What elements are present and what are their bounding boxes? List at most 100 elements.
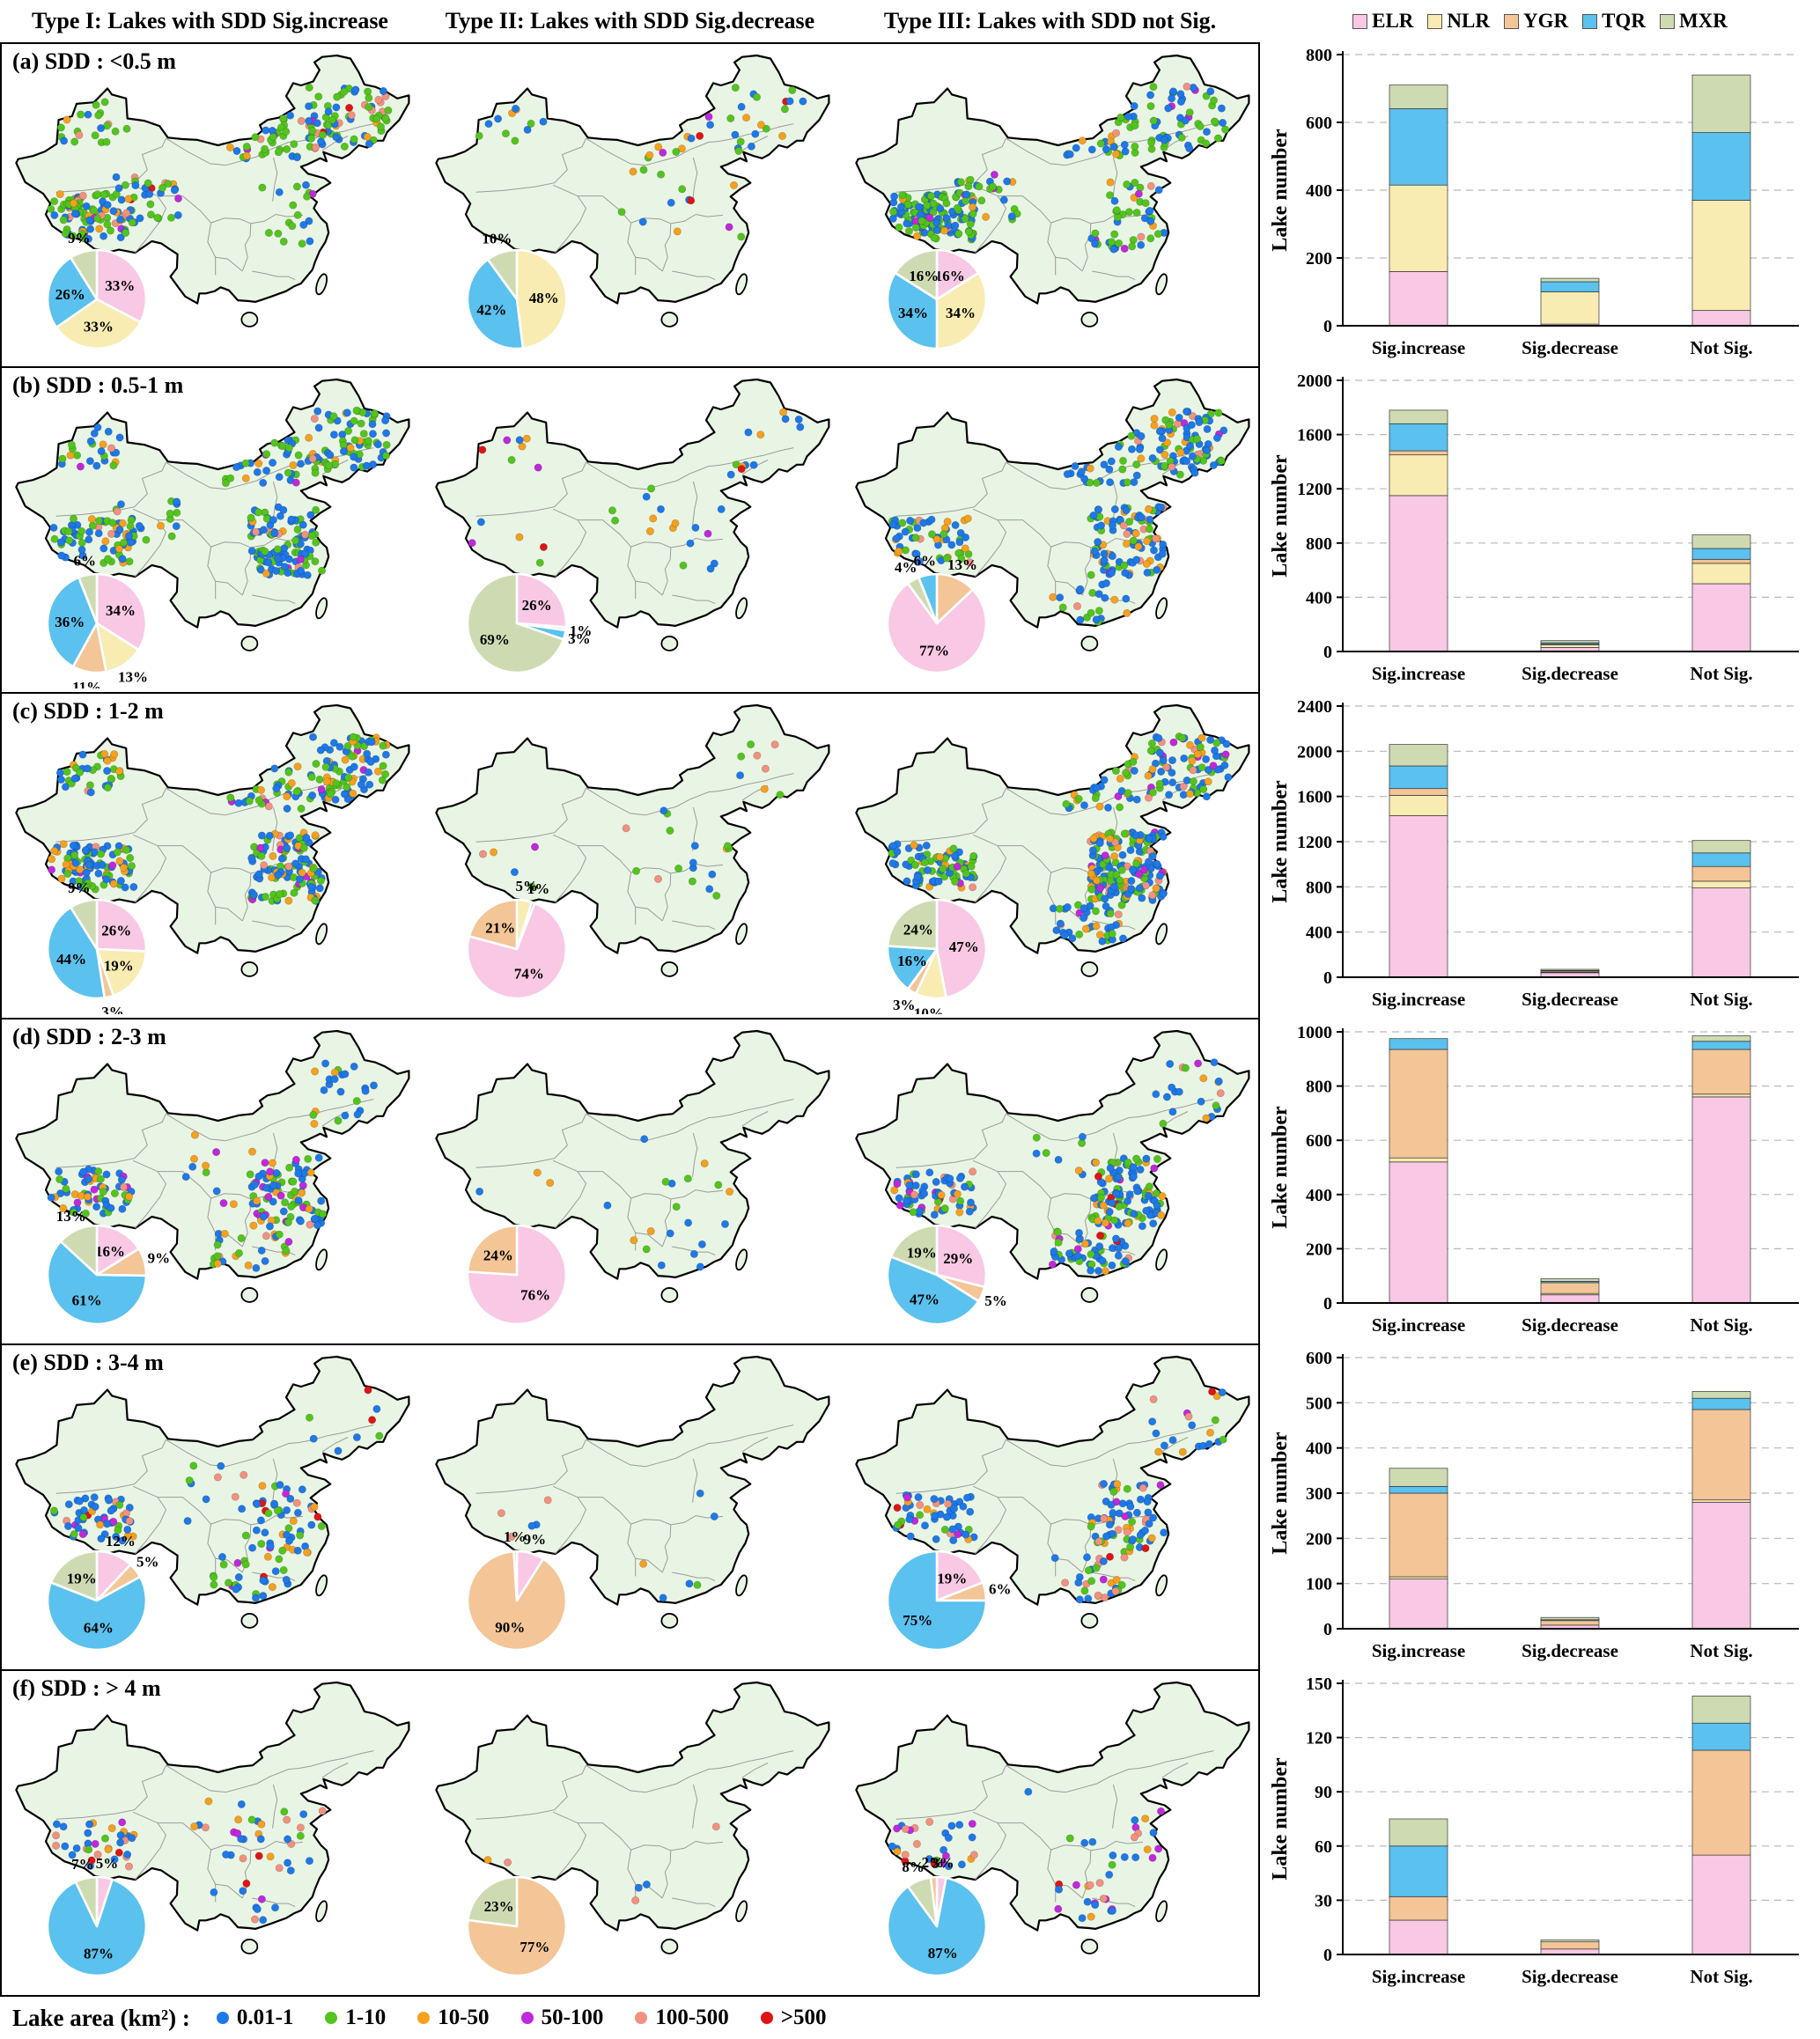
lake-dot	[963, 514, 972, 523]
size-label: 50-100	[541, 2006, 604, 2029]
lake-dot	[282, 1247, 291, 1255]
lake-dot	[350, 135, 358, 144]
lake-dot	[533, 1168, 542, 1177]
col-title-type1: Type I: Lakes with SDD Sig.increase	[32, 8, 388, 33]
lake-dot	[77, 539, 86, 548]
lake-dot	[345, 104, 354, 113]
lake-dot	[84, 110, 92, 119]
province-border	[1090, 1514, 1144, 1526]
lake-dot	[956, 1196, 965, 1205]
china-outline	[15, 378, 410, 629]
pie-label: 13%	[56, 1208, 86, 1225]
lake-dot	[352, 406, 361, 415]
lake-dot	[56, 123, 65, 132]
hainan-island	[1080, 636, 1099, 651]
lake-dot	[710, 1513, 718, 1521]
lake-dot	[1141, 1544, 1150, 1553]
lake-dot	[276, 1481, 284, 1490]
lake-dot	[282, 1490, 291, 1498]
lake-dot	[284, 896, 293, 905]
lake-dot	[261, 1256, 269, 1265]
lake-dot	[642, 1245, 651, 1254]
lake-dot	[91, 1839, 99, 1848]
lake-dot	[965, 1207, 974, 1216]
lake-dot	[57, 551, 66, 560]
bar-segment-TQR	[1389, 1485, 1448, 1494]
lake-dot	[527, 119, 535, 128]
lake-dot	[256, 1516, 265, 1525]
lake-dot	[1220, 761, 1229, 769]
lake-dot	[490, 848, 498, 857]
lake-dot	[1164, 104, 1173, 113]
province-border	[1006, 787, 1066, 816]
province-border	[645, 141, 718, 166]
province-border	[998, 519, 1057, 600]
lake-dot	[1153, 1155, 1161, 1164]
pie-label: 2%	[922, 1858, 945, 1871]
lake-dot	[1154, 733, 1163, 742]
lake-dot	[58, 454, 67, 463]
lake-dot	[173, 508, 181, 517]
china-outline	[15, 1681, 410, 1932]
lake-dot	[1100, 460, 1109, 469]
lake-dot	[269, 851, 277, 860]
pie-label: 87%	[84, 1946, 114, 1962]
taiwan-island	[735, 1574, 748, 1597]
lake-dot	[79, 1167, 88, 1176]
lake-dot	[1144, 1191, 1153, 1200]
lake-dot	[276, 890, 284, 899]
lake-dot	[55, 1175, 64, 1184]
lake-dot	[943, 518, 952, 526]
lake-dot	[252, 1263, 261, 1272]
lake-dot	[913, 232, 922, 240]
lake-dot	[283, 1530, 291, 1539]
province-border	[670, 1840, 724, 1851]
lake-dot	[124, 195, 133, 203]
map-cell-f-type2: 77% 23%	[422, 1671, 842, 1995]
lake-dot	[1071, 461, 1079, 470]
bar-cell-f: 0 30 60 90 120 150 Sig.increase Sig.decrease Not…	[1260, 1671, 1820, 1997]
province-border	[55, 137, 166, 193]
province-border	[55, 461, 166, 517]
lake-dot	[1094, 1591, 1102, 1600]
bar-segment-MXR	[1540, 277, 1600, 283]
lake-dot	[76, 1497, 85, 1505]
lake-dot	[246, 1170, 254, 1179]
lake-dot	[476, 518, 485, 526]
lake-dot	[97, 124, 106, 133]
province-border	[692, 1132, 698, 1177]
lake-dot	[1165, 791, 1174, 799]
lake-dot	[939, 865, 947, 873]
lake-dot	[949, 1536, 958, 1545]
lake-dot	[896, 202, 905, 211]
pie-chart-a-type2: 48%42%10%	[466, 231, 568, 350]
pie-slice-ELR	[935, 248, 980, 301]
lake-dot	[1129, 1535, 1138, 1544]
province-border	[475, 137, 586, 193]
lake-dot	[104, 427, 113, 436]
lake-dot	[202, 1161, 210, 1170]
pie-slice-YGR	[466, 1875, 568, 1977]
lake-dot	[73, 451, 82, 460]
lake-dot	[97, 447, 106, 456]
figure-body: 33% 33% 26% 9% (a) SDD : <0.5 m 48% 42% 10% 16% 3…	[0, 42, 1820, 1997]
lake-dot	[259, 1916, 268, 1925]
lake-dot	[269, 1181, 278, 1189]
lake-dot	[1136, 1166, 1145, 1174]
pie-chart-a-type3: 16%34%34%16%	[886, 248, 988, 350]
lake-dot	[307, 1520, 316, 1529]
lake-dot	[257, 1246, 266, 1255]
lake-dot	[1136, 1495, 1145, 1504]
bar-cell-a: 0 200 400 600 800 Sig.increase Sig.decrease Not…	[1260, 42, 1820, 368]
bar-segment-NLR	[1389, 1576, 1448, 1579]
lake-dot	[289, 1517, 298, 1526]
lake-dot	[1110, 196, 1119, 205]
taiwan-island	[735, 1248, 748, 1271]
bar-segment-YGR	[1691, 1409, 1751, 1501]
map-cell-e-type1: 12% 5% 64% 19% (e) SDD : 3-4 m	[2, 1345, 422, 1669]
lake-dot	[955, 1174, 964, 1182]
lake-dot	[341, 755, 350, 764]
taiwan-island	[735, 597, 748, 620]
lake-dot	[913, 872, 922, 881]
